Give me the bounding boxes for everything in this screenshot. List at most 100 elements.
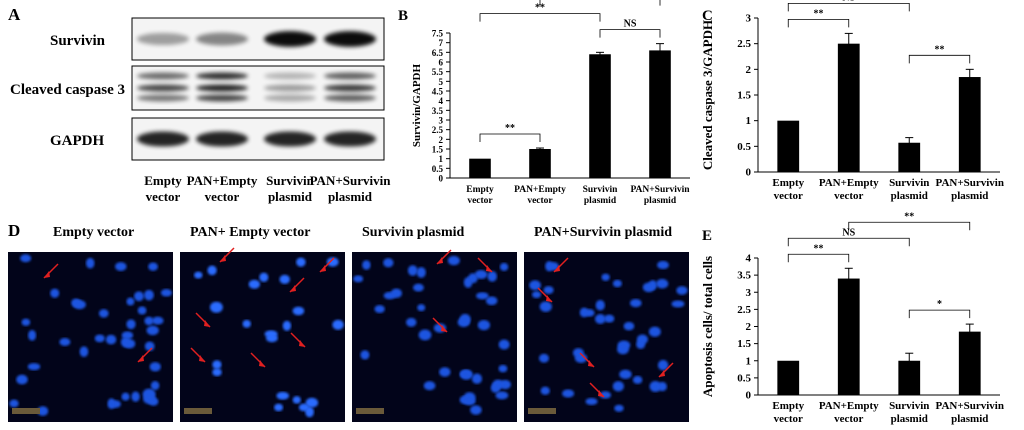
nucleus bbox=[585, 397, 598, 406]
nucleus bbox=[383, 258, 394, 268]
nucleus bbox=[676, 286, 688, 295]
blot-band bbox=[196, 72, 248, 80]
nucleus bbox=[144, 316, 154, 326]
bar bbox=[529, 149, 551, 178]
nucleus bbox=[305, 406, 314, 418]
nucleus bbox=[648, 326, 661, 337]
nucleus bbox=[601, 273, 610, 281]
nucleus bbox=[594, 313, 606, 324]
nucleus bbox=[584, 309, 595, 317]
image-title: Empty vector bbox=[53, 225, 134, 240]
significance-label: ** bbox=[814, 243, 824, 254]
significance-bracket bbox=[908, 309, 971, 319]
y-tick-label: 1.5 bbox=[432, 145, 444, 155]
nucleus bbox=[149, 362, 161, 372]
nucleus bbox=[548, 262, 559, 271]
nucleus bbox=[292, 396, 301, 404]
y-tick-label: 2 bbox=[746, 64, 752, 76]
nucleus bbox=[16, 374, 28, 385]
lane-label: Survivin plasmid bbox=[266, 173, 314, 204]
nucleus bbox=[9, 399, 19, 408]
blot-band bbox=[264, 72, 316, 80]
nucleus bbox=[146, 325, 159, 336]
nucleus bbox=[21, 318, 31, 326]
nucleus bbox=[151, 316, 164, 325]
nucleus bbox=[126, 319, 136, 330]
bar bbox=[777, 360, 800, 395]
y-tick-label: 4 bbox=[439, 96, 444, 106]
nucleus bbox=[498, 364, 508, 373]
image-title: Survivin plasmid bbox=[362, 225, 465, 240]
y-tick-label: 2 bbox=[439, 135, 444, 145]
blot-row-label: Cleaved caspase 3 bbox=[10, 82, 125, 98]
blot-band bbox=[324, 84, 376, 92]
significance-bracket bbox=[787, 237, 910, 247]
arrow-head bbox=[659, 370, 665, 377]
error-bar bbox=[965, 68, 974, 85]
nucleus bbox=[632, 375, 643, 384]
nucleus bbox=[20, 254, 32, 263]
arrow-head bbox=[546, 295, 552, 302]
y-tick-label: 3 bbox=[746, 287, 752, 299]
nucleus bbox=[242, 319, 251, 328]
y-axis-label: Survivin/GAPDH bbox=[411, 63, 423, 147]
y-tick-label: 3 bbox=[439, 116, 444, 126]
nucleus bbox=[614, 404, 624, 412]
nucleus bbox=[671, 300, 685, 308]
y-tick-label: 6.5 bbox=[432, 48, 444, 58]
nucleus bbox=[477, 320, 491, 331]
lane-label: Empty vector bbox=[144, 173, 182, 204]
x-tick-label: PAN+Empty vector bbox=[819, 400, 879, 425]
x-tick-label: PAN+Empty vector bbox=[819, 177, 879, 202]
nucleus bbox=[105, 334, 117, 345]
nucleus bbox=[490, 383, 501, 393]
significance-label: ** bbox=[814, 8, 824, 19]
bar bbox=[777, 120, 800, 172]
nucleus bbox=[71, 298, 81, 308]
nucleus bbox=[459, 370, 471, 378]
error-bar bbox=[844, 32, 853, 54]
nucleus bbox=[412, 283, 424, 292]
bar bbox=[898, 142, 921, 172]
arrow-head bbox=[44, 271, 50, 278]
arrow-head bbox=[199, 355, 205, 362]
nucleus bbox=[131, 391, 140, 402]
x-tick-label: PAN+Empty vector bbox=[514, 185, 566, 206]
y-tick-label: 0.5 bbox=[737, 372, 751, 384]
nucleus bbox=[94, 334, 105, 343]
nucleus bbox=[562, 389, 575, 398]
error-bar bbox=[596, 51, 604, 57]
x-tick-label: PAN+Survivin plasmid bbox=[936, 400, 1004, 425]
nucleus bbox=[649, 381, 662, 392]
nucleus bbox=[144, 289, 154, 301]
nucleus bbox=[459, 313, 471, 325]
nucleus bbox=[276, 391, 290, 400]
nucleus bbox=[657, 359, 669, 371]
blot-band bbox=[137, 131, 189, 147]
nucleus bbox=[629, 298, 642, 308]
blot-band bbox=[196, 32, 248, 46]
y-tick-label: 7 bbox=[439, 38, 444, 48]
nucleus bbox=[656, 278, 669, 289]
bar bbox=[649, 50, 671, 178]
arrow-head bbox=[486, 265, 492, 272]
blot-band bbox=[196, 131, 248, 147]
bar bbox=[958, 331, 981, 395]
bar bbox=[958, 77, 981, 172]
nucleus bbox=[612, 381, 624, 392]
blot-band bbox=[137, 72, 189, 80]
significance-bracket bbox=[787, 253, 850, 263]
panel-label: C bbox=[702, 8, 713, 24]
nucleus bbox=[150, 381, 160, 391]
y-tick-label: 4 bbox=[746, 253, 752, 265]
image-title: PAN+Survivin plasmid bbox=[534, 225, 672, 240]
y-tick-label: 0 bbox=[746, 167, 752, 179]
arrow-head bbox=[320, 265, 326, 272]
nucleus bbox=[471, 373, 483, 384]
x-tick-label: Survivin plasmid bbox=[583, 185, 619, 206]
error-bar bbox=[905, 137, 914, 148]
panel-label: E bbox=[702, 228, 712, 244]
nucleus bbox=[121, 331, 134, 340]
error-bar bbox=[656, 43, 664, 58]
